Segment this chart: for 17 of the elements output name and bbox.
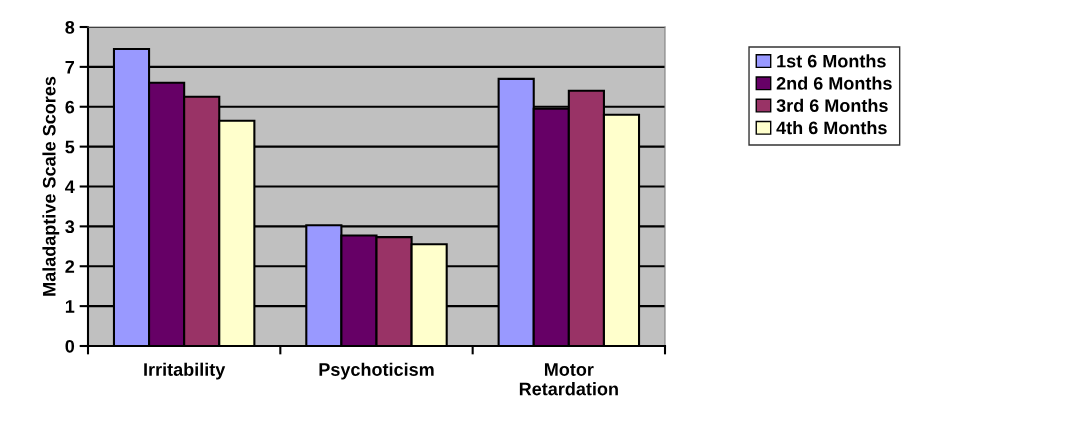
y-tick-label: 1 xyxy=(65,300,75,313)
x-tick-label: Irritability xyxy=(144,362,226,380)
x-tick-label: Psychoticism xyxy=(319,362,434,380)
y-tick-label: 7 xyxy=(65,61,75,74)
y-tick-label: 4 xyxy=(65,180,75,194)
legend-label: 2nd 6 Months xyxy=(776,76,892,90)
y-tick-label: 3 xyxy=(65,220,75,234)
y-tick-label: 5 xyxy=(65,140,75,154)
y-tick-label: 0 xyxy=(65,339,75,353)
y-tick-label: 2 xyxy=(65,260,75,273)
legend-label: 1st 6 Months xyxy=(777,54,886,68)
y-tick-label: 8 xyxy=(65,20,75,34)
y-tick-label: 6 xyxy=(65,100,75,114)
x-tick-label: Motor Retardation xyxy=(519,363,618,396)
legend-label: 3rd 6 Months xyxy=(776,98,888,113)
legend-label: 4th 6 Months xyxy=(776,120,887,135)
y-axis-title: Maladaptive Scale Scores xyxy=(42,76,60,296)
